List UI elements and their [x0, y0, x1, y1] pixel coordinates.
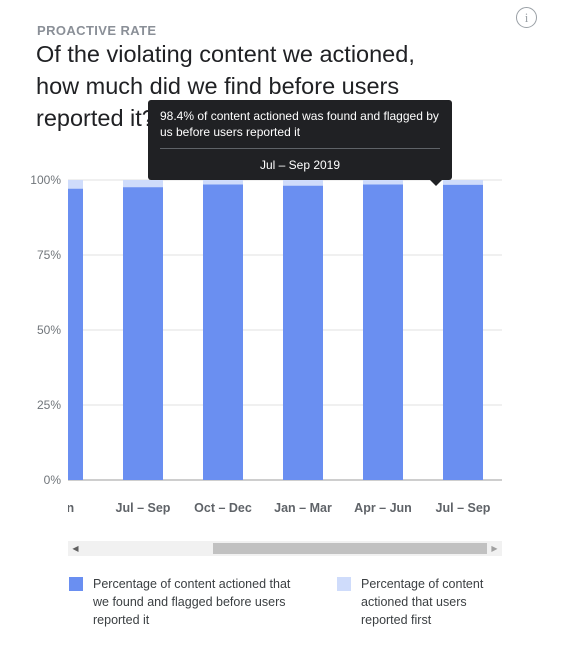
y-tick-label: 100%: [30, 173, 61, 187]
legend-label-reported: Percentage of content actioned that user…: [361, 577, 484, 627]
chart-headline: Of the violating content we actioned, ho…: [36, 41, 415, 131]
x-tick-label: 2019: [369, 516, 397, 530]
y-tick-label: 75%: [37, 248, 61, 262]
x-tick-label: Oct – Dec: [194, 501, 252, 515]
x-tick-label: Jun: [52, 501, 74, 515]
scroll-thumb[interactable]: [213, 543, 487, 554]
bar-found-proactively[interactable]: [123, 187, 163, 480]
tooltip-pointer: [430, 180, 442, 186]
legend-item-reported: Percentage of content actioned that user…: [337, 575, 501, 629]
scroll-left-arrow-icon[interactable]: ◀: [72, 544, 79, 553]
y-tick-label: 25%: [37, 398, 61, 412]
bar-found-proactively[interactable]: [43, 188, 83, 480]
x-tick-label: 2018: [209, 516, 237, 530]
horizontal-scrollbar[interactable]: ◀ ▶: [68, 541, 502, 556]
scroll-right-arrow-icon[interactable]: ▶: [491, 544, 498, 553]
y-tick-label: 0%: [44, 473, 62, 487]
tooltip-text: 98.4% of content actioned was found and …: [160, 109, 439, 139]
x-tick-label: 18: [56, 516, 70, 530]
x-tick-label: 2019: [289, 516, 317, 530]
bar-reported-first[interactable]: [203, 180, 243, 185]
y-tick-label: 50%: [37, 323, 61, 337]
legend-swatch-reported: [337, 577, 351, 591]
x-tick-label: Jan – Mar: [274, 501, 332, 515]
x-tick-label: 2019: [449, 516, 477, 530]
legend-swatch-found: [69, 577, 83, 591]
info-icon[interactable]: i: [516, 7, 537, 28]
bar-reported-first[interactable]: [283, 180, 323, 186]
tooltip-divider: [160, 148, 440, 149]
bar-reported-first[interactable]: [43, 180, 83, 189]
bar-found-proactively[interactable]: [363, 184, 403, 481]
x-tick-label: Apr – Jun: [354, 501, 412, 515]
x-tick-label: Jul – Sep: [116, 501, 171, 515]
bar-found-proactively[interactable]: [283, 185, 323, 480]
tooltip-period: Jul – Sep 2019: [259, 158, 341, 172]
bar-reported-first[interactable]: [123, 180, 163, 188]
x-tick-label: Jul – Sep: [436, 501, 491, 515]
bar-reported-first[interactable]: [443, 180, 483, 185]
bar-found-proactively[interactable]: [203, 184, 243, 481]
bar-found-proactively[interactable]: [443, 184, 483, 481]
legend-label-found: Percentage of content actioned that we f…: [93, 577, 291, 627]
section-label: PROACTIVE RATE: [37, 23, 157, 38]
legend-item-found: Percentage of content actioned that we f…: [69, 575, 308, 629]
chart-tooltip: 98.4% of content actioned was found and …: [148, 100, 452, 180]
bar-reported-first[interactable]: [363, 180, 403, 185]
x-tick-label: 2018: [129, 516, 157, 530]
